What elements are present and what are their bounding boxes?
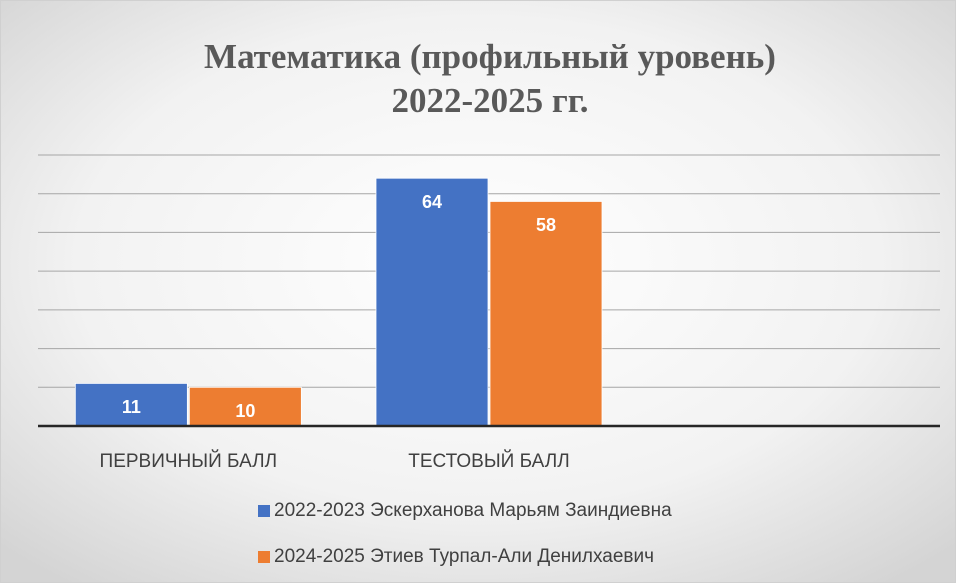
- chart-title: Математика (профильный уровень): [204, 37, 776, 76]
- legend-label: 2022-2023 Эскерханова Марьям Заиндиевна: [274, 500, 672, 521]
- bar: [489, 201, 603, 427]
- bar: [375, 177, 489, 427]
- x-tick-label: ТЕСТОВЫЙ БАЛЛ: [408, 450, 569, 472]
- chart-title: 2022-2025 гг.: [392, 81, 589, 120]
- data-label: 11: [122, 397, 141, 417]
- data-label: 58: [536, 215, 556, 235]
- bar: [188, 386, 302, 427]
- x-tick-label: ПЕРВИЧНЫЙ БАЛЛ: [100, 450, 278, 472]
- bar: [74, 383, 188, 427]
- data-label: 64: [422, 192, 442, 212]
- legend-label: 2024-2025 Этиев Турпал-Али Денилхаевич: [274, 546, 654, 567]
- legend-marker: [258, 505, 270, 517]
- data-label: 10: [235, 401, 255, 421]
- legend-marker: [258, 551, 270, 563]
